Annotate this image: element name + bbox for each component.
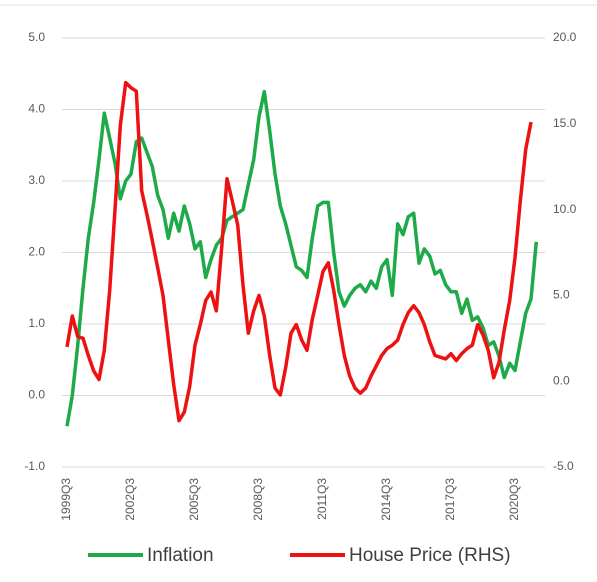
x-tick-label: 2008Q3 bbox=[251, 478, 265, 521]
y-tick-label: 3.0 bbox=[28, 173, 45, 187]
x-tick-label: 2014Q3 bbox=[379, 478, 393, 521]
x-tick-label: 2002Q3 bbox=[123, 478, 137, 521]
legend-label: House Price (RHS) bbox=[349, 545, 511, 566]
legend-label: Inflation bbox=[147, 545, 214, 566]
series-line bbox=[65, 80, 533, 423]
y2-tick-label: 0.0 bbox=[553, 373, 570, 387]
y-tick-label: 0.0 bbox=[28, 388, 45, 402]
x-tick-label: 2011Q3 bbox=[315, 478, 329, 520]
y2-tick-label: 20.0 bbox=[553, 30, 577, 44]
x-tick-label: 2005Q3 bbox=[187, 478, 201, 521]
x-tick-label: 1999Q3 bbox=[59, 478, 73, 521]
y2-tick-label: 5.0 bbox=[553, 288, 570, 302]
x-tick-label: 2020Q3 bbox=[507, 478, 521, 521]
series-line bbox=[65, 89, 539, 427]
y-tick-label: -1.0 bbox=[24, 459, 45, 473]
y-tick-label: 5.0 bbox=[28, 30, 45, 44]
y2-tick-label: -5.0 bbox=[553, 459, 574, 473]
y-tick-label: 2.0 bbox=[28, 245, 45, 259]
x-tick-label: 2017Q3 bbox=[443, 478, 457, 521]
y-tick-label: 4.0 bbox=[28, 102, 45, 116]
y-tick-label: 1.0 bbox=[28, 316, 45, 330]
y2-tick-label: 15.0 bbox=[553, 116, 577, 130]
y2-tick-label: 10.0 bbox=[553, 202, 577, 216]
